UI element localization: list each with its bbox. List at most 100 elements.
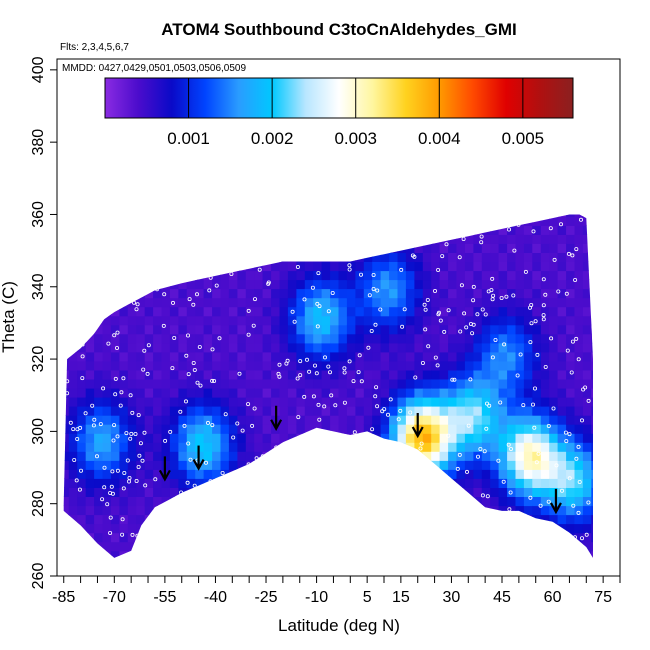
heatmap-cell <box>304 478 314 488</box>
heatmap-cell <box>195 560 204 570</box>
observation-point <box>106 251 111 256</box>
heatmap-cell <box>304 297 314 308</box>
heatmap-cell <box>63 216 70 226</box>
heatmap-cell <box>279 333 289 344</box>
observation-point <box>295 376 300 381</box>
heatmap-cell <box>254 406 264 416</box>
heatmap-cell <box>321 279 331 290</box>
heatmap-cell <box>220 351 230 362</box>
heatmap-cell <box>498 451 508 461</box>
heatmap-cell <box>127 388 137 398</box>
heatmap-cell <box>195 333 205 344</box>
heatmap-cell <box>566 342 576 353</box>
heatmap-cell <box>254 514 264 525</box>
observation-point <box>349 242 354 247</box>
heatmap-cell <box>574 379 584 389</box>
observation-point <box>373 394 378 399</box>
observation-point <box>393 509 398 514</box>
heatmap-cell <box>287 388 297 398</box>
heatmap-cell <box>566 225 576 235</box>
heatmap-cell <box>448 288 458 299</box>
observation-point <box>310 215 315 220</box>
heatmap-cell <box>161 505 171 516</box>
heatmap-cell <box>456 406 466 416</box>
down-arrow-marker <box>411 413 424 439</box>
heatmap-cell <box>212 379 222 389</box>
observation-point <box>191 360 196 365</box>
heatmap-cell <box>271 397 281 407</box>
heatmap-cell <box>220 288 230 299</box>
heatmap-cell <box>178 442 188 452</box>
observation-point <box>277 374 282 379</box>
observation-point <box>96 250 101 255</box>
heatmap-cell <box>69 198 78 208</box>
heatmap-cell <box>574 243 584 253</box>
heatmap-cell <box>523 234 533 244</box>
heatmap-cell <box>389 442 399 452</box>
heatmap-cell <box>498 315 508 326</box>
heatmap-cell <box>287 270 297 281</box>
heatmap-cell <box>490 406 500 416</box>
heatmap-cell <box>380 369 390 380</box>
heatmap-cell <box>287 379 297 389</box>
observation-point <box>347 263 352 268</box>
heatmap-cell <box>313 333 323 344</box>
heatmap-cell <box>540 541 550 552</box>
heatmap-cell <box>456 496 466 507</box>
heatmap-cell <box>94 243 104 253</box>
heatmap-cell <box>262 306 272 317</box>
heatmap-cell <box>254 415 264 425</box>
heatmap-cell <box>380 406 390 416</box>
heatmap-cell <box>566 505 576 516</box>
observation-point <box>467 510 472 515</box>
heatmap-cell <box>161 424 171 434</box>
observation-point <box>178 409 183 414</box>
heatmap-cell <box>405 469 415 479</box>
heatmap-cell <box>380 523 390 534</box>
heatmap-cell <box>195 351 205 362</box>
heatmap-cell <box>549 216 559 226</box>
heatmap-cell <box>481 351 491 362</box>
observation-point <box>79 339 84 344</box>
heatmap-cell <box>490 225 500 235</box>
heatmap-cell <box>557 433 567 443</box>
heatmap-cell <box>397 234 407 244</box>
heatmap-cell <box>262 523 272 534</box>
heatmap-cell <box>574 351 584 362</box>
heatmap-cell <box>566 279 576 290</box>
heatmap-cell <box>515 496 525 507</box>
heatmap-cell <box>414 324 424 335</box>
heatmap-cell <box>304 496 314 507</box>
heatmap-cell <box>481 214 491 217</box>
heatmap-cell <box>119 469 129 479</box>
heatmap-cell <box>431 397 441 407</box>
heatmap-cell <box>405 451 415 461</box>
heatmap-cell <box>414 342 424 353</box>
heatmap-cell <box>338 342 348 353</box>
heatmap-cell <box>68 541 78 552</box>
observation-point <box>541 277 546 282</box>
heatmap-cell <box>220 541 230 552</box>
heatmap-cell <box>566 297 576 308</box>
heatmap-cell <box>540 406 550 416</box>
heatmap-cell <box>94 324 104 335</box>
heatmap-cell <box>245 478 255 488</box>
heatmap-cell <box>439 261 449 272</box>
observation-point <box>219 214 224 217</box>
heatmap-cell <box>481 379 491 389</box>
heatmap-cell <box>507 460 517 470</box>
heatmap-cell <box>532 333 542 344</box>
heatmap-cell <box>94 198 103 208</box>
heatmap-cell <box>448 550 458 558</box>
heatmap-cell <box>380 514 390 525</box>
heatmap-cell <box>582 214 592 217</box>
heatmap-cell <box>195 279 205 290</box>
heatmap-cell <box>414 560 423 570</box>
heatmap-cell <box>204 198 213 208</box>
heatmap-cell <box>507 532 517 543</box>
heatmap-cell <box>498 550 508 558</box>
heatmap-cell <box>338 315 348 326</box>
heatmap-cell <box>178 360 188 371</box>
heatmap-cell <box>464 397 474 407</box>
heatmap-cell <box>507 333 517 344</box>
